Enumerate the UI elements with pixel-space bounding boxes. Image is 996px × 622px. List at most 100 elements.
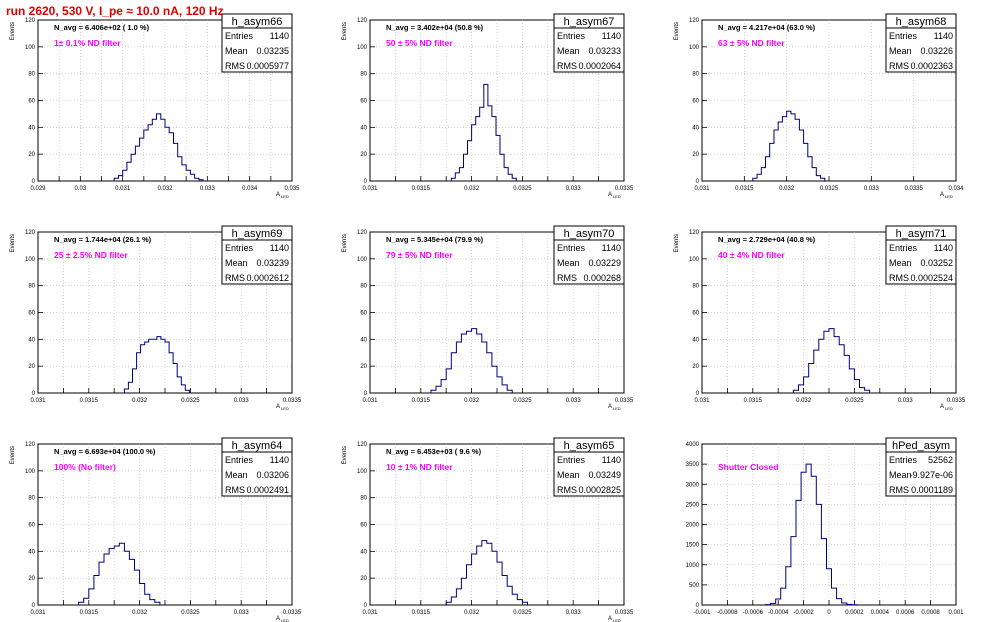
x-axis-label-subscript: LED	[613, 194, 621, 199]
stats-label: Mean	[225, 258, 248, 268]
filter-annotation: 1± 0.1% ND filter	[54, 38, 121, 48]
y-axis-label: Events	[674, 22, 680, 40]
histogram-panel-h_asym70: 0.031 0.0315 0.032 0.0325 0.033 0.0335 0 20 40 60…	[342, 225, 634, 411]
navg-annotation: N_avg = 1.744e+04 (26.1 %)	[54, 235, 152, 244]
x-tick-label: 0.0315	[80, 398, 99, 404]
histogram-name: h_asym64	[232, 440, 283, 452]
stats-value: 0.03226	[920, 46, 953, 56]
stats-value: 1140	[270, 243, 289, 253]
x-axis-label-subscript: LED	[945, 194, 953, 199]
y-tick-label: 100	[357, 45, 368, 51]
x-tick-label: 0.031	[362, 398, 378, 404]
histogram-panel-h_asym66: 0.029 0.03 0.031 0.032 0.033 0.034 0.035 0 20 40 6…	[10, 13, 300, 199]
y-tick-label: 100	[689, 257, 700, 263]
y-tick-label: 120	[25, 230, 36, 236]
stats-value: 1140	[270, 31, 289, 41]
y-tick-label: 20	[28, 576, 35, 582]
x-tick-label: 0.031	[115, 186, 131, 192]
navg-annotation: N_avg = 6.453e+03 ( 9.6 %)	[386, 447, 482, 456]
x-tick-label: 0.0315	[744, 398, 763, 404]
y-tick-label: 1500	[686, 543, 700, 549]
x-tick-label: 0.0008	[921, 610, 940, 616]
stats-label: Entries	[889, 31, 918, 41]
y-tick-label: 0	[696, 179, 700, 185]
stats-value: 0.03235	[256, 46, 289, 56]
y-tick-label: 500	[689, 583, 700, 589]
x-tick-label: 0.032	[796, 398, 812, 404]
y-tick-label: 20	[28, 364, 35, 370]
x-tick-label: 0.032	[464, 610, 480, 616]
y-tick-label: 100	[357, 257, 368, 263]
stats-label: RMS	[889, 273, 909, 283]
histogram-outline	[792, 328, 871, 393]
histogram-panel-h_asym65: 0.031 0.0315 0.032 0.0325 0.033 0.0335 0 20 40 60…	[342, 437, 634, 622]
y-tick-label: 120	[25, 18, 36, 24]
y-tick-label: 40	[692, 337, 699, 343]
filter-annotation: 40 ± 4% ND filter	[718, 250, 785, 260]
stats-label: Mean	[557, 470, 580, 480]
stats-label: Mean	[557, 258, 580, 268]
x-tick-label: 0.0335	[615, 610, 634, 616]
stats-value: 0.0002363	[910, 61, 953, 71]
y-tick-label: 60	[28, 311, 35, 317]
y-axis-label: Events	[10, 22, 16, 40]
stats-label: Entries	[225, 31, 254, 41]
x-tick-label: -0.0004	[768, 610, 789, 616]
filter-annotation: Shutter Closed	[718, 462, 778, 472]
x-tick-label: 0.0004	[871, 610, 890, 616]
x-tick-label: 0.032	[464, 186, 480, 192]
x-tick-label: 0.001	[948, 610, 964, 616]
y-tick-label: 100	[357, 469, 368, 475]
x-tick-label: 0.0315	[412, 610, 431, 616]
stats-box	[553, 13, 625, 73]
stats-label: Entries	[557, 243, 586, 253]
y-tick-label: 3500	[686, 462, 700, 468]
stats-value: 0.0005977	[246, 61, 289, 71]
x-tick-label: -0.0008	[717, 610, 738, 616]
run-title: run 2620, 530 V, I_pe ≈ 10.0 nA, 120 Hz	[6, 4, 224, 18]
y-tick-label: 0	[32, 391, 36, 397]
y-tick-label: 80	[692, 72, 699, 78]
stats-label: Mean	[225, 470, 248, 480]
y-tick-label: 60	[28, 99, 35, 105]
x-axis-label-subscript: LED	[281, 406, 289, 411]
y-tick-label: 20	[28, 152, 35, 158]
histogram-outline	[430, 328, 513, 393]
filter-annotation: 79 ± 5% ND filter	[386, 250, 453, 260]
y-tick-label: 100	[25, 45, 36, 51]
x-axis-label: A	[608, 616, 612, 622]
y-tick-label: 60	[692, 311, 699, 317]
x-tick-label: 0.032	[464, 398, 480, 404]
stats-value: -9.927e-06	[909, 470, 953, 480]
navg-annotation: N_avg = 5.345e+04 (79.9 %)	[386, 235, 484, 244]
x-tick-label: 0.0315	[412, 398, 431, 404]
x-tick-label: 0.0006	[896, 610, 915, 616]
y-tick-label: 20	[360, 364, 367, 370]
x-tick-label: 0.033	[200, 186, 216, 192]
x-axis-label: A	[276, 616, 280, 622]
stats-label: Mean	[889, 46, 912, 56]
navg-annotation: N_avg = 6.693e+04 (100.0 %)	[54, 447, 156, 456]
histogram-panel-h_asym71: 0.031 0.0315 0.032 0.0325 0.033 0.0335 0 20 40 60…	[674, 225, 966, 411]
x-axis-label: A	[608, 404, 612, 410]
stats-label: Entries	[889, 455, 918, 465]
navg-annotation: N_avg = 3.402e+04 (50.8 %)	[386, 23, 484, 32]
stats-value: 0.03229	[588, 258, 621, 268]
stats-label: Mean	[889, 470, 912, 480]
x-axis-label: A	[608, 192, 612, 198]
x-tick-label: 0.034	[948, 186, 964, 192]
x-tick-label: 0.031	[694, 186, 710, 192]
stats-value: 1140	[934, 243, 953, 253]
stats-label: RMS	[557, 61, 577, 71]
x-axis-label: A	[940, 192, 944, 198]
stats-box	[221, 13, 293, 73]
navg-annotation: N_avg = 4.217e+04 (63.0 %)	[718, 23, 816, 32]
histogram-outline	[450, 83, 517, 181]
stats-label: RMS	[225, 61, 245, 71]
x-tick-label: 0.0335	[615, 186, 634, 192]
x-tick-label: 0.0325	[513, 610, 532, 616]
x-tick-label: 0.0325	[513, 398, 532, 404]
y-tick-label: 0	[364, 179, 368, 185]
stats-value: 0.03249	[588, 470, 621, 480]
